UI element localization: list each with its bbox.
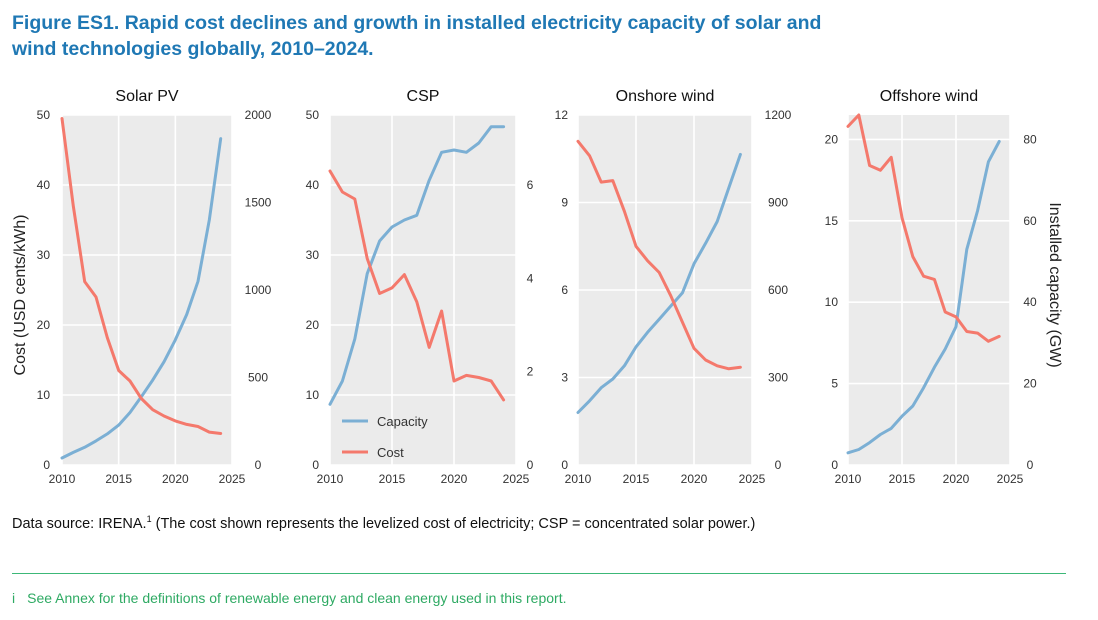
y-tick-label-left: 5 <box>831 377 838 391</box>
y-tick-label-left: 0 <box>43 458 50 472</box>
x-tick-label: 2015 <box>623 472 650 486</box>
y-tick-label-left: 50 <box>37 108 51 122</box>
y-tick-label-right: 60 <box>1023 214 1037 228</box>
chart-panel-2: 2010 2015 2020 2025010203040500246CSPCapaci… <box>306 88 534 486</box>
x-tick-label: 2015 <box>379 472 406 486</box>
cost-series-line <box>846 113 1001 343</box>
x-tick-label: 2010 <box>317 472 344 486</box>
x-tick-label: 2020 <box>162 472 189 486</box>
y-tick-label-left: 20 <box>37 318 51 332</box>
y-tick-label-right: 300 <box>768 371 788 385</box>
y-tick-label-left: 10 <box>825 295 839 309</box>
y-tick-label-left: 6 <box>561 283 568 297</box>
y-tick-label-left: 40 <box>37 178 51 192</box>
y-tick-label-left: 20 <box>306 318 320 332</box>
panel-title: Solar PV <box>115 88 178 105</box>
y-tick-label-right: 500 <box>248 371 268 385</box>
y-tick-label-left: 15 <box>825 214 839 228</box>
x-tick-label: 2025 <box>739 472 766 486</box>
y-tick-label-left: 3 <box>561 371 568 385</box>
legend-label-capacity: Capacity <box>377 414 428 429</box>
footnote-marker: i <box>12 590 16 606</box>
y-tick-label-right: 80 <box>1023 132 1037 146</box>
source-label: Data source: IRENA. <box>12 515 147 532</box>
y-tick-label-right: 0 <box>527 458 534 472</box>
charts-area: 2010 2015 2020 2025010203040500500100015002… <box>12 88 1063 486</box>
figure-title: Figure ES1. Rapid cost declines and grow… <box>12 10 1012 62</box>
y-tick-label-left: 50 <box>306 108 320 122</box>
x-tick-label: 2025 <box>219 472 246 486</box>
capacity-series-line <box>576 152 742 414</box>
y-tick-label-right: 0 <box>1027 458 1034 472</box>
source-footnote-marker: 1 <box>146 514 152 524</box>
y-tick-label-left: 0 <box>561 458 568 472</box>
y-tick-label-right: 40 <box>1023 295 1037 309</box>
plot-background <box>848 115 1010 465</box>
x-tick-label: 2025 <box>997 472 1024 486</box>
x-tick-label: 2020 <box>681 472 708 486</box>
y-tick-label-left: 12 <box>555 108 569 122</box>
figure-title-line-2: wind technologies globally, 2010–2024. <box>12 38 374 60</box>
y-tick-label-right: 4 <box>527 271 534 285</box>
y-tick-label-right: 2 <box>527 365 534 379</box>
y-tick-label-left: 30 <box>306 248 320 262</box>
source-description: (The cost shown represents the levelized… <box>151 515 756 532</box>
chart-panel-1: 2010 2015 2020 2025010203040500500100015002… <box>12 88 272 486</box>
panel-title: Onshore wind <box>616 88 715 105</box>
y-tick-label-left: 30 <box>37 248 51 262</box>
y-tick-label-right: 0 <box>255 458 262 472</box>
y-tick-label-left: 0 <box>831 458 838 472</box>
y-tick-label-right: 6 <box>527 178 534 192</box>
panel-title: CSP <box>407 88 440 105</box>
y-tick-label-left: 10 <box>306 388 320 402</box>
y-tick-label-right: 1500 <box>245 196 272 210</box>
capacity-series-line <box>846 140 1001 455</box>
x-tick-label: 2010 <box>565 472 592 486</box>
chart-panel-3: 2010 2015 2020 2025 0 3 6 9 12 0 300 600 900 1200 Onsh… <box>555 88 792 486</box>
y-tick-label-right: 0 <box>775 458 782 472</box>
figure-title-line-1: Figure ES1. Rapid cost declines and grow… <box>12 12 822 34</box>
y-tick-label-left: 20 <box>825 132 839 146</box>
y-tick-label-right: 900 <box>768 196 788 210</box>
x-tick-label: 2015 <box>889 472 916 486</box>
data-source-note: Data source: IRENA.1 (The cost shown rep… <box>12 514 755 532</box>
footnote-text: See Annex for the definitions of renewab… <box>27 590 567 606</box>
y-axis-label-left: Cost (USD cents/kWh) <box>12 215 29 376</box>
y-tick-label-right: 2000 <box>245 108 272 122</box>
y-tick-label-left: 9 <box>561 196 568 210</box>
footnote: i See Annex for the definitions of renewa… <box>12 590 566 606</box>
x-tick-label: 2015 <box>105 472 132 486</box>
x-tick-label: 2025 <box>503 472 530 486</box>
y-tick-label-right: 1000 <box>245 283 272 297</box>
y-tick-label-right: 600 <box>768 283 788 297</box>
y-tick-label-left: 10 <box>37 388 51 402</box>
footnote-divider <box>12 573 1066 574</box>
y-tick-label-left: 40 <box>306 178 320 192</box>
plot-background <box>330 115 516 465</box>
x-tick-label: 2010 <box>49 472 76 486</box>
y-tick-label-left: 0 <box>312 458 319 472</box>
y-tick-label-right: 1200 <box>765 108 792 122</box>
capacity-series-line <box>328 125 506 406</box>
y-tick-label-right: 20 <box>1023 377 1037 391</box>
legend-label-cost: Cost <box>377 445 404 460</box>
legend: Capacity Cost <box>342 414 428 460</box>
x-tick-label: 2010 <box>835 472 862 486</box>
y-axis-label-right: Installed capacity (GW) <box>1046 202 1063 367</box>
plot-background <box>62 115 232 465</box>
chart-panel-4: 2010 2015 2020 202505101520020406080Offshor… <box>825 88 1063 486</box>
x-tick-label: 2020 <box>441 472 468 486</box>
cost-series-line <box>60 117 223 435</box>
x-tick-label: 2020 <box>943 472 970 486</box>
panel-title: Offshore wind <box>880 88 978 105</box>
